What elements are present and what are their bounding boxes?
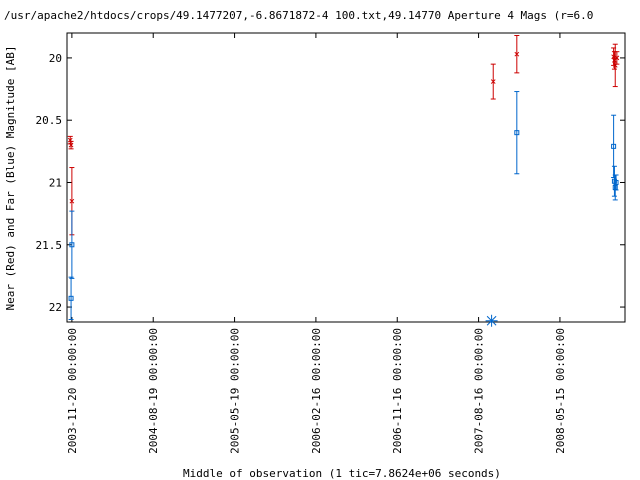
data-point-far [611, 143, 617, 149]
data-point-far [613, 179, 619, 185]
x-tick-label: 2005-05-19 00:00:00 [229, 328, 242, 454]
x-axis-label: Middle of observation (1 tic=7.8624e+06 … [183, 467, 501, 480]
data-point-near [69, 198, 75, 204]
y-tick-label: 20 [49, 52, 62, 65]
data-point-far [69, 242, 75, 248]
data-point-near [514, 51, 520, 57]
data-point-near [68, 142, 74, 148]
data-point-near [490, 79, 496, 84]
data-marks [67, 34, 620, 327]
x-tick-label: 2003-11-20 00:00:00 [66, 328, 79, 454]
x-tick-label: 2008-05-15 00:00:00 [554, 328, 567, 454]
x-tick-label: 2007-08-16 00:00:00 [473, 328, 486, 454]
axis-ticks: 20 20.5 21 21.5 22 2003-11-20 00:00:00 2004-08… [36, 33, 625, 454]
data-point-far [514, 130, 520, 136]
data-point-near [614, 55, 620, 61]
chart-title: /usr/apache2/htdocs/crops/49.1477207,-6.… [4, 9, 593, 22]
x-tick-label: 2006-02-16 00:00:00 [310, 328, 323, 454]
y-axis-label: Near (Red) and Far (Blue) Magnitude [AB] [4, 46, 17, 311]
data-point-star [485, 314, 498, 327]
plot-frame [66, 32, 626, 323]
y-tick-label: 21 [49, 176, 62, 189]
y-tick-label: 20.5 [36, 114, 63, 127]
x-tick-label: 2006-11-16 00:00:00 [391, 328, 404, 454]
x-tick-label: 2004-08-19 00:00:00 [147, 328, 160, 454]
y-tick-label: 22 [49, 301, 62, 314]
y-tick-label: 21.5 [36, 239, 63, 252]
data-point-far [68, 295, 74, 301]
